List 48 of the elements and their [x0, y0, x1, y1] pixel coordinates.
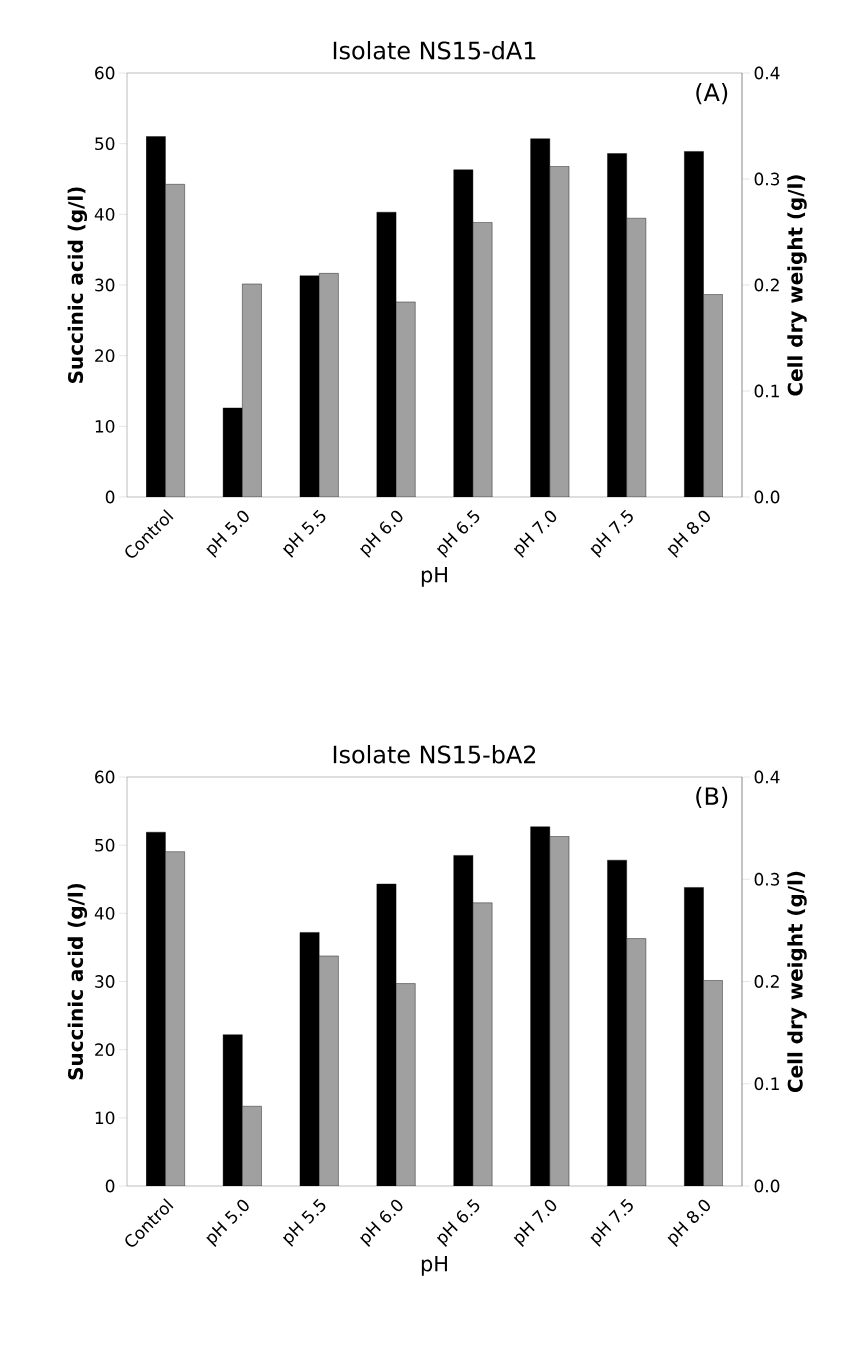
y-axis-title: Succinic acid (g/l) — [67, 187, 88, 383]
y2-tick-label: 0.2 — [754, 975, 779, 988]
y-tick-label: 30 — [95, 975, 115, 988]
y-tick-label: 10 — [95, 1111, 115, 1125]
x-tick-label: pH 7.0 — [513, 1199, 557, 1247]
chart-title: Isolate NS15-bA2 — [333, 745, 536, 764]
y-tick-label: 50 — [95, 137, 115, 151]
y-tick-label: 40 — [94, 906, 115, 920]
y-tick-label: 50 — [95, 838, 115, 852]
y-tick-label: 20 — [95, 349, 115, 363]
annotation: (A) — [696, 82, 728, 105]
annotation: (B) — [696, 786, 728, 808]
y-tick-label: 0 — [105, 1179, 115, 1193]
y2-axis-title: Cell dry weight (g/l) — [787, 871, 807, 1093]
y2-tick-label: 0.2 — [754, 278, 779, 292]
y-tick-label: 40 — [94, 207, 115, 221]
y-axis-title: Succinic acid (g/l) — [67, 883, 88, 1080]
chart-title: Isolate NS15-dA1 — [333, 41, 536, 60]
x-tick-label: pH 8.0 — [667, 1199, 710, 1247]
y2-tick-label: 0.4 — [754, 66, 780, 80]
x-tick-label: pH 6.0 — [360, 510, 403, 558]
x-axis-title: pH — [421, 567, 447, 587]
x-tick-label: pH 5.0 — [206, 510, 249, 558]
x-tick-label: pH 6.0 — [360, 1199, 403, 1247]
y2-tick-label: 0.3 — [754, 172, 780, 186]
x-tick-label: pH 5.5 — [282, 1198, 326, 1247]
y2-tick-label: 0.4 — [754, 770, 780, 784]
x-tick-label: pH 7.0 — [513, 510, 557, 558]
x-tick-label: pH 5.5 — [282, 509, 326, 558]
x-tick-label: pH 7.5 — [590, 1198, 633, 1247]
y2-tick-label: 0.3 — [754, 872, 780, 886]
y-tick-label: 60 — [95, 66, 115, 80]
y2-axis-title: Cell dry weight (g/l) — [787, 175, 807, 396]
y-tick-label: 20 — [95, 1043, 115, 1057]
x-tick-label: pH 8.0 — [667, 510, 710, 558]
y-tick-label: 60 — [95, 770, 115, 784]
x-tick-label: pH 7.5 — [590, 509, 633, 558]
y2-tick-label: 0.1 — [754, 384, 779, 398]
x-tick-label: pH 6.5 — [436, 509, 480, 558]
y-tick-label: 0 — [105, 490, 115, 504]
y-tick-label: 30 — [95, 278, 115, 292]
y-tick-label: 10 — [95, 419, 115, 433]
y2-tick-label: 0.1 — [754, 1077, 779, 1091]
y2-tick-label: 0.0 — [754, 1179, 780, 1193]
y2-tick-label: 0.0 — [754, 490, 780, 504]
x-axis-title: pH — [421, 1256, 447, 1276]
x-tick-label: pH 6.5 — [436, 1198, 480, 1247]
x-tick-label: pH 5.0 — [206, 1199, 249, 1247]
